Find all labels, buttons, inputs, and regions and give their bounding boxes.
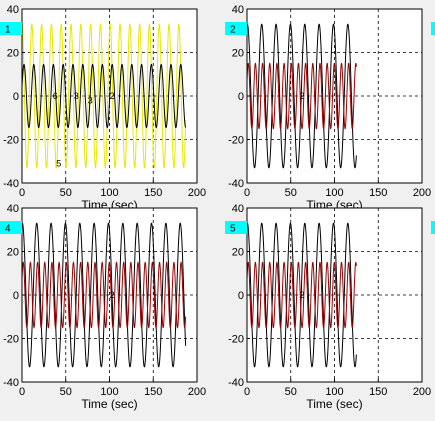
y-tick-label: 0 [13,91,19,103]
y-tick-label: -40 [3,178,19,190]
y-tick-label: -40 [228,178,244,190]
x-tick-label: 0 [19,386,25,398]
annotation-label: 2 [300,91,305,101]
x-axis-label: Time (sec) [306,397,362,411]
x-tick-label: 100 [100,187,118,199]
y-tick-label: 20 [232,48,244,60]
y-tick-label: 40 [232,4,244,16]
y-tick-label: 40 [232,203,244,215]
panel-tab-label: 5 [230,224,236,235]
panel-tab[interactable] [225,22,247,35]
x-tick-label: 200 [188,386,206,398]
panel-tab-edge [431,22,435,35]
y-tick-label: 0 [238,91,244,103]
panel-tab-edge [431,221,435,234]
series-line-2 [22,261,187,329]
panel-tab[interactable] [225,221,247,234]
annotation-label: 3 [74,91,79,101]
series-line-2 [247,261,357,329]
x-tick-label: 50 [60,187,72,199]
annotation-label: 3 [88,95,93,105]
panel-tab-label: 4 [5,224,11,235]
annotation-label: 6 [53,91,58,101]
x-tick-label: 150 [369,386,387,398]
annotation-label: 5 [56,158,61,168]
y-tick-label: -20 [3,334,19,346]
series-line-1 [22,222,187,368]
panel-tab-label: 1 [5,25,11,36]
series-line-2 [247,62,357,130]
panel-tab-label: 2 [230,25,236,36]
annotation-label: 2 [110,91,115,101]
x-tick-label: 0 [19,187,25,199]
x-tick-label: 100 [100,386,118,398]
panel-tab[interactable] [0,22,22,35]
y-tick-label: 0 [238,290,244,302]
y-tick-label: -40 [228,377,244,389]
x-axis-label: Time (sec) [81,397,137,411]
series-line-1 [22,22,187,170]
x-tick-label: 150 [144,386,162,398]
y-tick-label: 0 [13,290,19,302]
series-line-2 [22,63,187,129]
y-tick-label: -20 [228,135,244,147]
y-tick-label: 40 [7,203,19,215]
x-tick-label: 50 [285,187,297,199]
annotation-label: 2 [300,290,305,300]
x-tick-label: 0 [244,187,250,199]
annotation-label: 2 [110,290,115,300]
x-tick-label: 200 [413,187,431,199]
y-tick-label: 40 [7,4,19,16]
y-tick-label: -20 [228,334,244,346]
y-tick-label: 20 [7,247,19,259]
y-tick-label: 20 [232,247,244,259]
y-tick-label: -40 [3,377,19,389]
panel-tab[interactable] [0,221,22,234]
y-tick-label: -20 [3,135,19,147]
x-tick-label: 200 [413,386,431,398]
x-tick-label: 150 [369,187,387,199]
y-tick-label: 20 [7,48,19,60]
x-tick-label: 100 [325,187,343,199]
x-tick-label: 150 [144,187,162,199]
x-tick-label: 100 [325,386,343,398]
x-tick-label: 200 [188,187,206,199]
x-tick-label: 50 [60,386,72,398]
x-tick-label: 0 [244,386,250,398]
x-tick-label: 50 [285,386,297,398]
